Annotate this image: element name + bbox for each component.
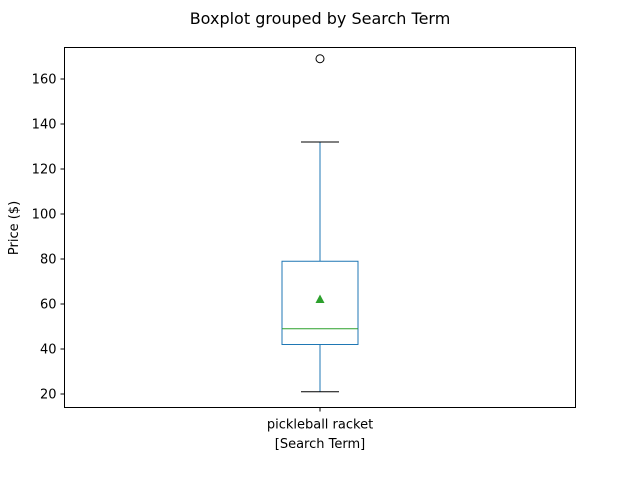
y-tick-label: 40 [40,343,57,358]
x-tick-label: pickleball racket [267,418,373,433]
x-axis-label: [Search Term] [275,437,365,452]
mean-marker [315,294,325,303]
y-tick-label: 120 [32,163,57,178]
y-tick-label: 20 [40,388,57,403]
y-tick-label: 100 [32,208,57,223]
y-axis-label: Price ($) [7,201,22,255]
y-axis: 20 40 60 80 100 120 140 160 [32,73,65,403]
outlier-point [315,54,325,64]
iqr-box [281,260,359,345]
chart-title: Boxplot grouped by Search Term [190,9,451,28]
y-tick-label: 60 [40,298,57,313]
y-tick-label: 80 [40,253,57,268]
y-tick-label: 160 [32,73,57,88]
box-series [281,54,359,393]
y-tick-label: 140 [32,118,57,133]
x-axis: pickleball racket [267,407,373,433]
